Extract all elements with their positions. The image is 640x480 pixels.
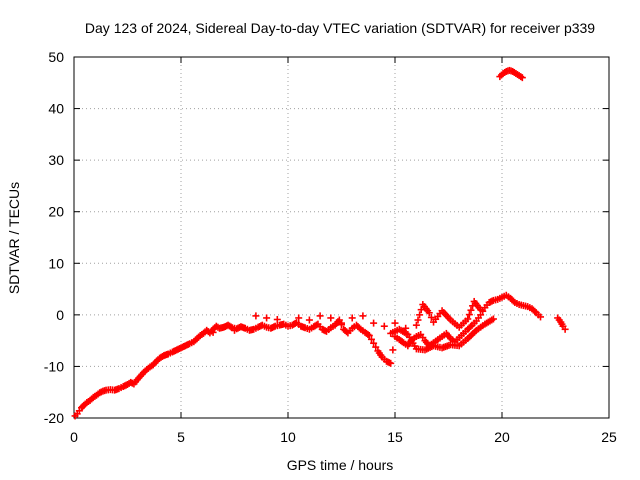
data-point-main [387, 359, 395, 367]
data-point-upper-branch [295, 314, 303, 322]
y-axis-label: SDTVAR / TECUs [6, 182, 22, 294]
data-point-upper-branch [316, 312, 324, 320]
data-point-upper-branch-dense [465, 311, 473, 319]
data-point-main [561, 325, 569, 333]
x-tick-label: 0 [70, 429, 78, 445]
axis-ticks: 0 5 10 15 20 25 -20 -10 0 10 20 30 40 50 [44, 49, 617, 445]
y-tick-label: 40 [48, 101, 64, 117]
data-point-main-dense [313, 321, 321, 329]
data-point-main-dense [364, 330, 372, 338]
data-point-main [370, 339, 378, 347]
data-point-main-dense [389, 346, 397, 354]
data-point-upper-branch [305, 316, 313, 324]
data-point-outlier-arc [518, 74, 526, 82]
data-point-upper-branch [464, 315, 472, 323]
data-point-upper-branch [263, 314, 271, 322]
data-point-upper-branch [412, 321, 420, 329]
data-point-main [365, 331, 373, 339]
data-point-upper-branch [252, 312, 260, 320]
data-point-main-dense [227, 323, 235, 331]
data-point-main-dense [398, 338, 406, 346]
y-tick-label: 0 [56, 307, 64, 323]
data-point-upper-branch [273, 315, 281, 323]
data-point-upper-branch [370, 319, 378, 327]
y-tick-label: -20 [44, 410, 64, 426]
data-point-upper-branch [359, 312, 367, 320]
data-point-upper-branch-dense [467, 306, 475, 314]
data-point-main-dense [342, 328, 350, 336]
y-tick-label: -10 [44, 358, 64, 374]
data-point-upper-branch [380, 322, 388, 330]
y-tick-label: 50 [48, 49, 64, 65]
y-tick-label: 10 [48, 255, 64, 271]
data-point-main-dense [467, 323, 475, 331]
plot-frame [73, 56, 610, 419]
y-tick-label: 20 [48, 204, 64, 220]
grid-lines [74, 57, 609, 418]
data-point-main-dense [367, 335, 375, 343]
data-point-main [537, 313, 545, 321]
x-tick-label: 15 [387, 429, 403, 445]
data-point-main-dense [531, 307, 539, 315]
data-point-upper-branch [348, 314, 356, 322]
data-point-main-dense [355, 324, 363, 332]
x-tick-label: 10 [280, 429, 296, 445]
data-point-upper-branch [327, 314, 335, 322]
x-tick-label: 5 [177, 429, 185, 445]
data-point-upper-branch [477, 306, 485, 314]
data-point-upper-branch [209, 328, 217, 336]
y-tick-label: 30 [48, 152, 64, 168]
data-point-upper-branch [338, 319, 345, 327]
data-point-lower-branch [489, 315, 497, 323]
data-point-upper-branch [231, 326, 238, 334]
data-points [71, 66, 569, 420]
x-axis-label: GPS time / hours [287, 457, 394, 473]
data-point-upper-branch-dense [427, 313, 435, 321]
data-point-main-dense [291, 319, 299, 327]
data-point-upper-branch-dense [416, 311, 424, 319]
data-point-upper-branch-dense [414, 316, 422, 324]
chart-title: Day 123 of 2024, Sidereal Day-to-day VTE… [85, 20, 595, 36]
data-point-main-dense [509, 297, 517, 305]
data-point-upper-branch [391, 319, 399, 327]
x-tick-label: 25 [601, 429, 617, 445]
data-point-main-dense [372, 343, 380, 351]
x-tick-label: 20 [494, 429, 510, 445]
data-point-upper-branch [425, 309, 433, 317]
